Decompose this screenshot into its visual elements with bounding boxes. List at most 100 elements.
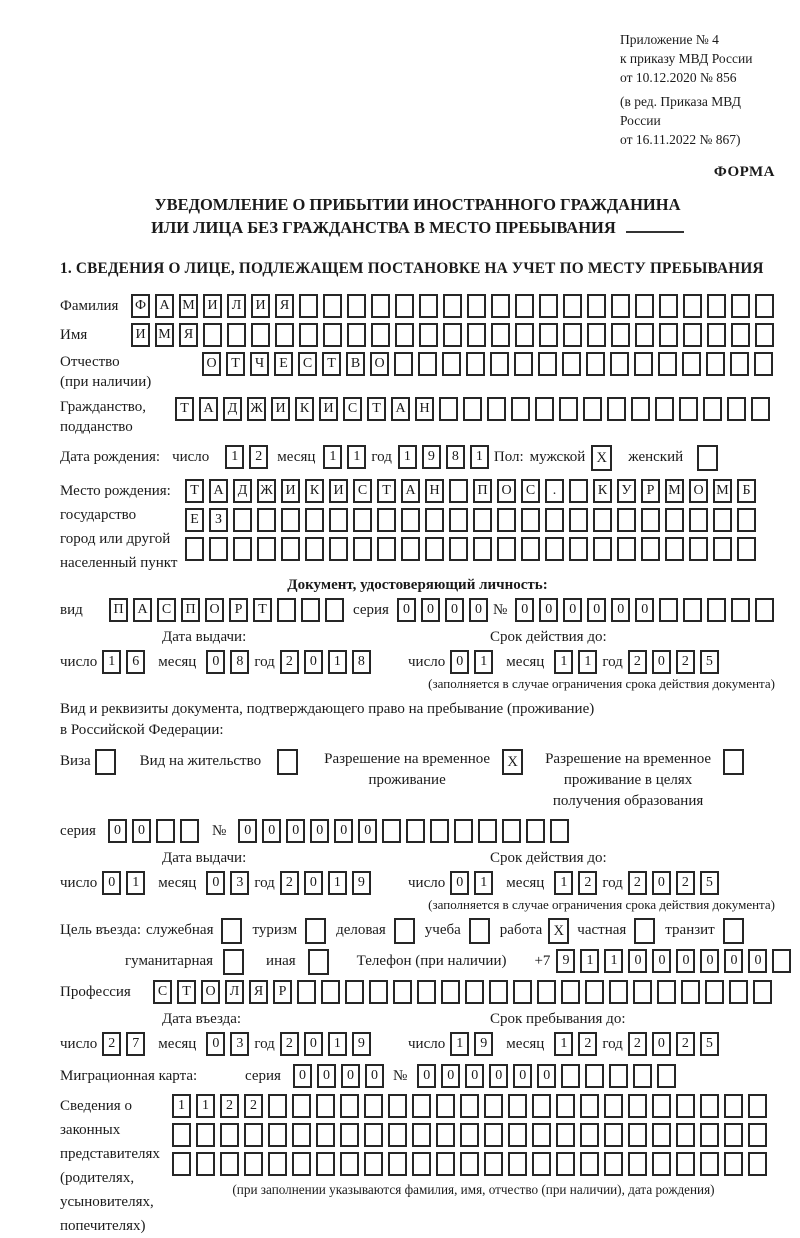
day-label: число xyxy=(408,1036,446,1052)
form-cell: 0 xyxy=(724,949,744,973)
form-cell: 3 xyxy=(230,1032,250,1056)
purpose-option-label: транзит xyxy=(665,922,715,938)
form-cell xyxy=(489,980,508,1004)
form-cell xyxy=(617,508,636,532)
form-cell xyxy=(292,1123,311,1147)
form-cell xyxy=(353,508,372,532)
form-cell xyxy=(179,819,199,843)
stay-doc-intro: Вид и реквизиты документа, подтверждающе… xyxy=(60,699,775,741)
form-cell: Б xyxy=(737,479,756,503)
representatives-label: (родителях, xyxy=(60,1170,135,1186)
day-label: число xyxy=(60,654,98,670)
form-cell xyxy=(388,1094,407,1118)
form-cell: 8 xyxy=(230,650,250,674)
month-label: месяц xyxy=(158,1036,197,1052)
form-cell xyxy=(683,323,702,347)
representatives-label: Сведения о xyxy=(60,1098,132,1114)
form-cell xyxy=(563,323,582,347)
birthplace-block: Место рождения: государство город или др… xyxy=(60,479,775,575)
form-cell xyxy=(569,537,588,561)
form-cell xyxy=(340,1094,359,1118)
sex-male-checkbox: X xyxy=(591,445,613,471)
form-cell xyxy=(545,537,564,561)
form-cell xyxy=(345,980,364,1004)
form-title-line2: ИЛИ ЛИЦА БЕЗ ГРАЖДАНСТВА В МЕСТО ПРЕБЫВА… xyxy=(151,218,616,237)
form-cell: 8 xyxy=(351,650,371,674)
sex-female-label: женский xyxy=(628,449,684,465)
form-cell xyxy=(412,1123,431,1147)
form-cell xyxy=(658,352,677,376)
issue-date-title: Дата выдачи: xyxy=(162,629,247,645)
form-cell xyxy=(593,537,612,561)
rvp-label-line2: проживание xyxy=(368,772,446,788)
form-cell xyxy=(484,1094,503,1118)
form-cell xyxy=(561,980,580,1004)
form-cell xyxy=(521,537,540,561)
number-label: № xyxy=(211,823,227,839)
form-cell xyxy=(281,537,300,561)
day-label: число xyxy=(408,654,446,670)
form-cell xyxy=(707,294,726,318)
appendix-line: Приложение № 4 xyxy=(620,32,719,47)
form-cell xyxy=(449,479,468,503)
form-cell xyxy=(364,1094,383,1118)
form-cell: О xyxy=(689,479,708,503)
form-cell: 1 xyxy=(102,650,122,674)
form-cell xyxy=(535,397,554,421)
form-cell: 2 xyxy=(627,650,647,674)
form-cell xyxy=(281,508,300,532)
birthplace-label-locality: населенный пункт xyxy=(60,555,178,571)
form-cell xyxy=(371,323,390,347)
month-label: месяц xyxy=(506,654,545,670)
form-cell xyxy=(559,397,578,421)
form-cell: К xyxy=(305,479,324,503)
year-label: год xyxy=(602,654,623,670)
surname-label: Фамилия xyxy=(60,298,119,314)
form-cell xyxy=(689,508,708,532)
form-cell: М xyxy=(155,323,174,347)
form-cell: 0 xyxy=(206,650,226,674)
year-label: год xyxy=(602,1036,623,1052)
form-cell xyxy=(610,352,629,376)
form-cell: 0 xyxy=(417,1064,437,1088)
form-cell: 0 xyxy=(748,949,768,973)
form-cell: 2 xyxy=(675,871,695,895)
representatives-label: усыновителях, xyxy=(60,1194,154,1210)
form-cell xyxy=(442,352,461,376)
form-cell xyxy=(297,980,316,1004)
form-cell: 0 xyxy=(102,871,122,895)
form-cell xyxy=(700,1152,719,1176)
residence-permit-checkbox xyxy=(277,749,299,775)
form-cell xyxy=(569,508,588,532)
form-cell xyxy=(209,537,228,561)
form-cell: И xyxy=(131,323,150,347)
form-cell xyxy=(585,980,604,1004)
form-cell xyxy=(395,294,414,318)
form-cell: 0 xyxy=(303,650,323,674)
form-cell: 0 xyxy=(107,819,127,843)
form-cell xyxy=(323,294,342,318)
sex-female-checkbox xyxy=(697,445,719,471)
purpose-option-checkbox xyxy=(221,918,243,944)
form-cell: Т xyxy=(322,352,341,376)
visa-checkbox xyxy=(94,749,116,775)
form-cell xyxy=(635,323,654,347)
form-cell: 0 xyxy=(303,1032,323,1056)
form-cell xyxy=(521,508,540,532)
purpose-row2: гуманитарная иная Телефон (при наличии) … xyxy=(60,949,792,975)
birthplace-label-city: город или другой xyxy=(60,531,171,547)
form-cell: 1 xyxy=(196,1094,215,1118)
month-label: месяц xyxy=(158,875,197,891)
form-cell: Ж xyxy=(257,479,276,503)
form-cell: 2 xyxy=(249,445,269,469)
month-label: месяц xyxy=(158,654,197,670)
